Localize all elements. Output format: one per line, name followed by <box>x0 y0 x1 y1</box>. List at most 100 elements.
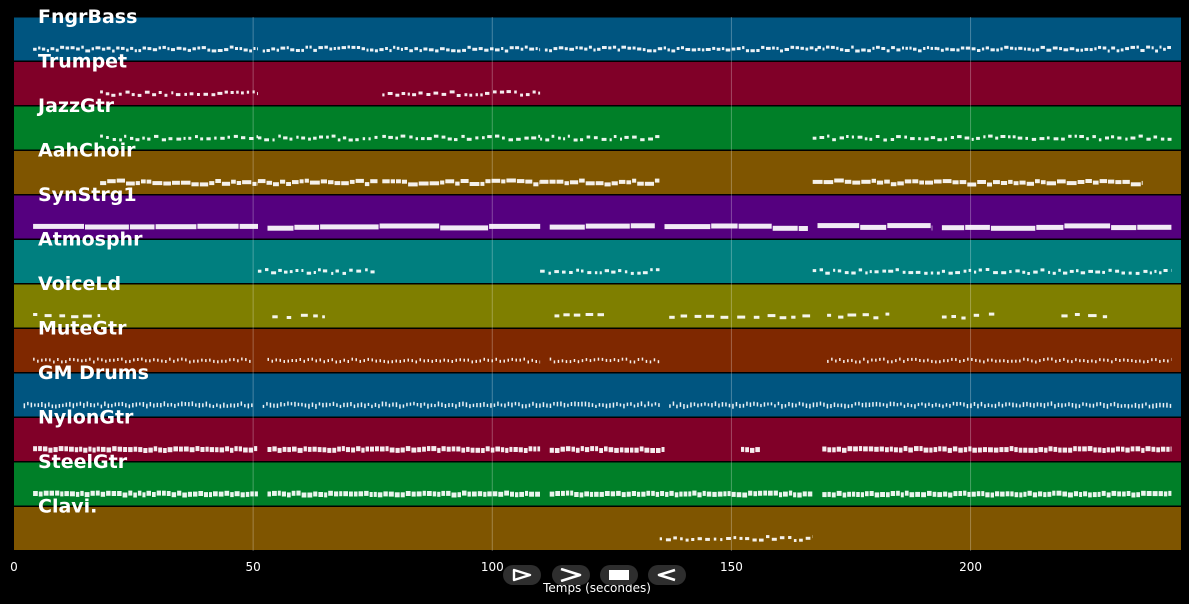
note <box>574 401 576 407</box>
note <box>79 446 83 452</box>
note <box>1064 403 1067 407</box>
note <box>567 403 569 407</box>
note <box>239 47 243 51</box>
note <box>987 182 992 187</box>
note <box>814 48 818 52</box>
note <box>523 448 528 453</box>
note <box>1108 268 1112 272</box>
note <box>180 180 191 185</box>
note <box>441 135 446 139</box>
note <box>383 359 385 363</box>
note <box>426 491 432 496</box>
note <box>627 46 632 50</box>
note <box>137 358 139 361</box>
note <box>1135 359 1137 363</box>
note <box>413 401 415 406</box>
track-label: Trumpet <box>38 51 127 73</box>
note <box>50 47 55 51</box>
note <box>573 138 578 142</box>
note <box>907 402 909 407</box>
note <box>1145 446 1151 452</box>
note <box>500 403 503 407</box>
note <box>1038 491 1043 497</box>
note <box>561 490 565 496</box>
play-button[interactable] <box>503 565 541 585</box>
note <box>294 401 296 407</box>
note <box>525 404 527 409</box>
note <box>95 46 101 50</box>
note <box>562 270 566 274</box>
note <box>822 492 827 498</box>
note <box>237 403 239 407</box>
note <box>871 358 873 362</box>
note <box>599 271 602 275</box>
note <box>249 359 251 363</box>
note <box>1031 359 1033 363</box>
note <box>753 401 755 406</box>
note <box>865 271 868 275</box>
note <box>868 446 874 452</box>
note <box>158 447 163 453</box>
note <box>189 447 195 453</box>
note <box>910 137 915 141</box>
note <box>167 447 173 453</box>
note <box>351 45 356 49</box>
note <box>55 404 57 409</box>
note <box>726 537 731 540</box>
track-labels: FngrBassTrumpetJazzGtrAahChoirSynStrg1At… <box>36 6 149 518</box>
note <box>948 492 953 498</box>
note <box>945 47 949 51</box>
note <box>1074 134 1077 138</box>
note <box>650 268 653 272</box>
note <box>896 490 900 496</box>
note <box>525 490 529 496</box>
note <box>379 48 384 52</box>
note <box>486 403 489 407</box>
note <box>64 446 68 452</box>
note <box>958 447 963 453</box>
note <box>555 491 560 496</box>
note <box>933 179 942 184</box>
note <box>1027 272 1030 275</box>
note <box>248 447 253 453</box>
note <box>380 446 385 452</box>
note <box>1155 358 1157 362</box>
note <box>457 492 461 498</box>
note <box>177 490 182 496</box>
forward-button[interactable] <box>552 565 590 585</box>
note <box>1096 402 1098 407</box>
note <box>353 491 358 497</box>
note <box>181 401 183 407</box>
rewind-button[interactable] <box>648 565 686 585</box>
note <box>364 490 369 496</box>
note <box>1029 402 1032 408</box>
note <box>269 402 272 408</box>
note <box>236 181 242 185</box>
note <box>865 402 867 408</box>
note <box>195 446 200 452</box>
note <box>1136 492 1140 498</box>
note <box>437 401 440 407</box>
note <box>458 402 461 407</box>
note <box>249 49 252 53</box>
note <box>107 403 110 409</box>
note <box>1047 402 1049 407</box>
note <box>506 90 511 94</box>
note <box>535 47 538 51</box>
note <box>742 492 748 498</box>
stop-button[interactable] <box>600 565 638 585</box>
note <box>553 360 556 364</box>
note <box>234 491 240 497</box>
track-lane <box>14 62 1181 105</box>
note <box>1023 47 1026 51</box>
note <box>1153 135 1158 139</box>
note <box>760 403 762 408</box>
note <box>131 93 135 97</box>
note <box>532 401 534 406</box>
note <box>795 46 799 50</box>
note <box>1111 225 1137 231</box>
note <box>1000 135 1006 138</box>
note <box>905 46 908 50</box>
note <box>184 92 187 96</box>
note <box>1125 447 1130 453</box>
